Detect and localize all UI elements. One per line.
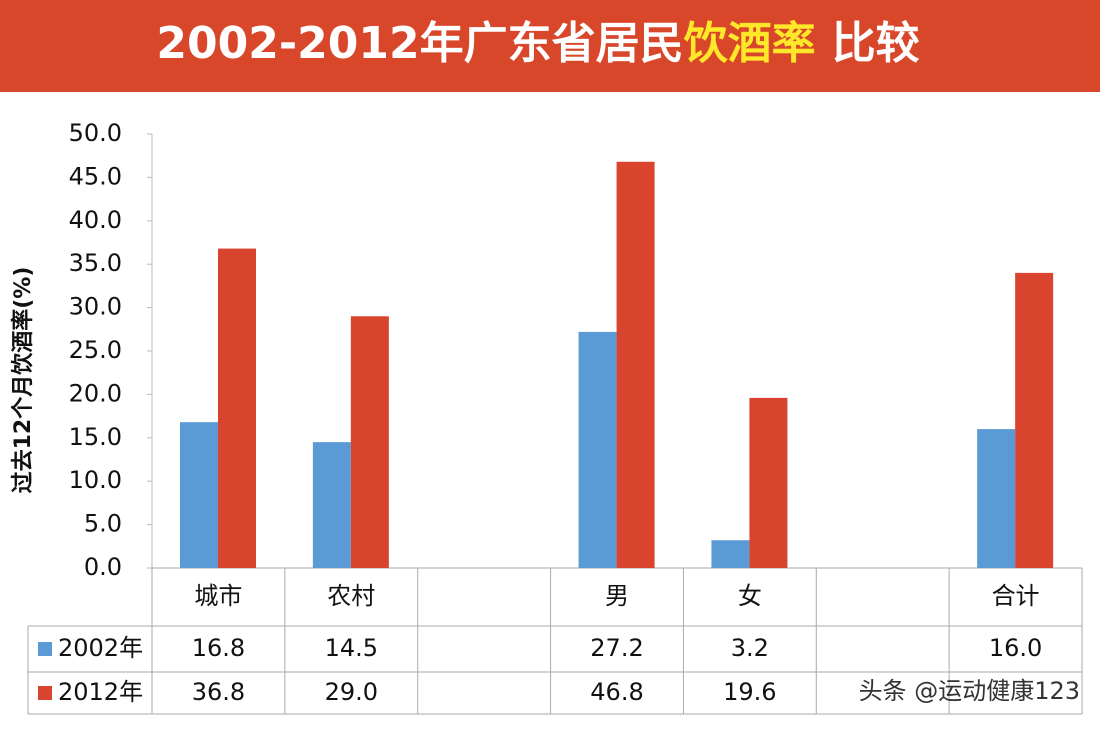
title-part: 比较 (832, 18, 920, 69)
y-tick-label: 45.0 (69, 162, 122, 190)
table-value: 36.8 (192, 678, 245, 706)
table-value: 29.0 (325, 678, 378, 706)
y-axis-label: 过去12个月饮酒率(%) (10, 267, 36, 494)
y-tick-label: 0.0 (84, 553, 122, 581)
x-tick-label: 城市 (194, 582, 242, 610)
bar (312, 442, 351, 568)
y-tick-label: 5.0 (84, 510, 122, 538)
x-tick-label: 农村 (327, 582, 375, 610)
bar (616, 161, 655, 568)
x-tick-label: 合计 (992, 582, 1040, 610)
legend-label: 2002年 (58, 634, 143, 662)
title-bar (0, 0, 1100, 92)
table-value: 27.2 (590, 634, 643, 662)
watermark: 头条 @运动健康123 (859, 677, 1080, 705)
bar (350, 316, 389, 568)
legend-label: 2012年 (58, 678, 143, 706)
table-value: 19.6 (723, 678, 776, 706)
x-tick-label: 女 (738, 582, 762, 610)
y-tick-label: 15.0 (69, 423, 122, 451)
y-tick-label: 30.0 (69, 293, 122, 321)
y-tick-label: 25.0 (69, 336, 122, 364)
bar (180, 422, 218, 568)
bar (977, 429, 1016, 568)
y-tick-label: 35.0 (69, 249, 122, 277)
bar (218, 248, 256, 569)
title-highlight: 饮酒率 (684, 18, 816, 69)
legend-swatch (38, 686, 52, 700)
table-value: 3.2 (731, 634, 769, 662)
y-tick-label: 20.0 (69, 379, 122, 407)
y-tick-label: 10.0 (69, 466, 122, 494)
chart-title: 2002-2012年广东省居民饮酒率 比较 (156, 18, 919, 69)
bar (749, 397, 788, 568)
table-value: 16.8 (192, 634, 245, 662)
table-value: 14.5 (325, 634, 378, 662)
legend-swatch (38, 642, 52, 656)
bar (1015, 272, 1054, 568)
bar (578, 331, 617, 568)
table-value: 46.8 (590, 678, 643, 706)
title-part: 2002-2012年广东省居民 (156, 18, 683, 69)
x-tick-label: 男 (605, 582, 629, 610)
bar (711, 540, 750, 568)
table-value: 16.0 (989, 634, 1042, 662)
y-tick-label: 40.0 (69, 206, 122, 234)
y-tick-label: 50.0 (69, 119, 122, 147)
